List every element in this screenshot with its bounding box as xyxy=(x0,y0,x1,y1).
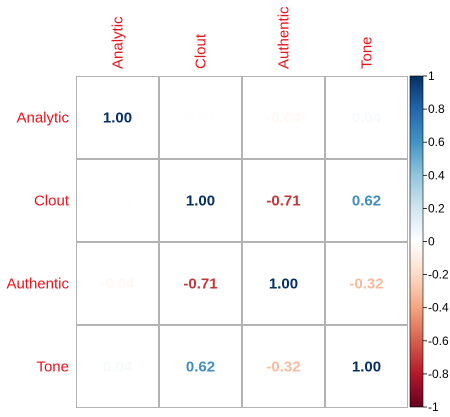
value-label-clout-authentic: -0.71 xyxy=(266,193,300,210)
colorbar-tick-label: 0.2 xyxy=(428,201,445,215)
correlation-cells: 1.00 0.01 -0.04 0.04 0.01 1.00 -0.71 0.62 -0.04 -… xyxy=(76,76,408,408)
value-label-analytic-authentic: -0.04 xyxy=(266,110,301,127)
row-label-clout: Clout xyxy=(34,193,70,210)
value-label-authentic-tone: -0.32 xyxy=(349,276,383,293)
cell-clout-authentic xyxy=(242,159,325,242)
value-label-tone-analytic: 0.04 xyxy=(103,359,133,376)
cell-tone-analytic xyxy=(76,325,159,408)
cell-authentic-analytic xyxy=(76,242,159,325)
value-label-clout-analytic: 0.01 xyxy=(103,193,132,210)
column-label-authentic: Authentic xyxy=(276,6,293,69)
cell-analytic-clout xyxy=(159,76,242,159)
row-label-tone: Tone xyxy=(36,359,69,376)
colorbar-tick-label: -0.8 xyxy=(428,367,449,381)
colorbar-tick-label: -0.6 xyxy=(428,334,449,348)
colorbar-gradient xyxy=(409,75,424,408)
colorbar-legend: 1 0.8 0.6 0.4 0.2 0 -0.2 -0.4 -0.6 -0.8 -1 xyxy=(409,69,449,414)
cell-clout-clout xyxy=(159,159,242,242)
column-label-clout: Clout xyxy=(193,33,210,69)
cell-tone-clout xyxy=(159,325,242,408)
row-labels: Analytic Clout Authentic Tone xyxy=(6,110,69,376)
column-labels: Analytic Clout Authentic Tone xyxy=(110,6,376,69)
cell-authentic-clout xyxy=(159,242,242,325)
cell-tone-authentic xyxy=(242,325,325,408)
value-label-authentic-authentic: 1.00 xyxy=(269,276,298,293)
cell-authentic-authentic xyxy=(242,242,325,325)
column-label-analytic: Analytic xyxy=(110,16,127,69)
value-label-authentic-clout: -0.71 xyxy=(183,276,217,293)
cell-tone-tone xyxy=(325,325,408,408)
colorbar-tick-label: -0.2 xyxy=(428,268,449,282)
cell-clout-analytic xyxy=(76,159,159,242)
value-label-analytic-clout: 0.01 xyxy=(186,110,215,127)
value-label-tone-tone: 1.00 xyxy=(352,359,381,376)
row-label-authentic: Authentic xyxy=(6,276,69,293)
colorbar-tick-label: -1 xyxy=(428,400,439,414)
row-label-analytic: Analytic xyxy=(16,110,69,127)
value-label-clout-tone: 0.62 xyxy=(352,193,381,210)
value-label-analytic-analytic: 1.00 xyxy=(103,110,132,127)
cell-analytic-authentic xyxy=(242,76,325,159)
cell-analytic-analytic xyxy=(76,76,159,159)
colorbar-tick-label: 0 xyxy=(428,235,435,249)
value-label-tone-clout: 0.62 xyxy=(186,359,215,376)
value-label-authentic-analytic: -0.04 xyxy=(100,276,135,293)
colorbar-tick-label: 0.8 xyxy=(428,102,445,116)
cell-analytic-tone xyxy=(325,76,408,159)
value-label-tone-authentic: -0.32 xyxy=(266,359,300,376)
colorbar-tick-label: -0.4 xyxy=(428,301,449,315)
cell-authentic-tone xyxy=(325,242,408,325)
colorbar-tick-label: 1 xyxy=(428,69,435,83)
column-label-tone: Tone xyxy=(359,36,376,69)
cell-clout-tone xyxy=(325,159,408,242)
value-label-clout-clout: 1.00 xyxy=(186,193,215,210)
value-label-analytic-tone: 0.04 xyxy=(352,110,382,127)
colorbar-tick-label: 0.6 xyxy=(428,135,445,149)
colorbar-tick-label: 0.4 xyxy=(428,168,445,182)
